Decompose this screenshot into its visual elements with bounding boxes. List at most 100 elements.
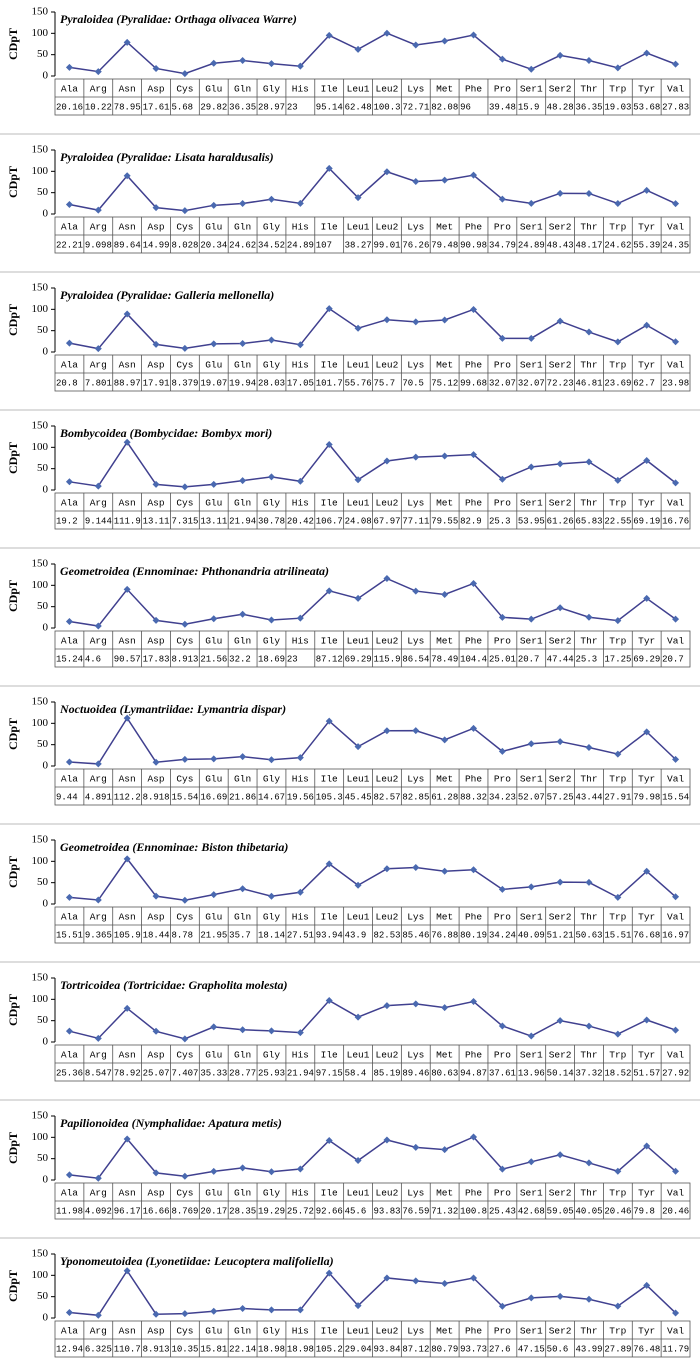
category-label: Asn	[119, 636, 136, 647]
data-point	[267, 616, 275, 624]
table-value: 43.9	[345, 930, 367, 940]
category-label: Ser1	[520, 1188, 543, 1199]
category-label: Leu1	[347, 1050, 370, 1061]
table-value: 8.769	[171, 1206, 198, 1216]
data-point	[210, 615, 218, 623]
category-label: Thr	[580, 636, 597, 647]
table-value: 75.12	[431, 378, 458, 388]
table-value: 85.46	[402, 930, 429, 940]
category-label: Asn	[119, 222, 136, 233]
data-point	[585, 743, 593, 751]
data-point	[441, 176, 449, 184]
y-tick-label: 150	[32, 972, 49, 984]
table-value: 34.79	[489, 240, 516, 250]
data-point	[441, 591, 449, 599]
data-line	[69, 999, 676, 1040]
table-value: 9.44	[56, 792, 78, 802]
category-label: Phe	[465, 84, 482, 95]
data-point	[383, 29, 391, 37]
category-label: Ile	[321, 1188, 338, 1199]
table-value: 55.76	[345, 378, 372, 388]
category-label: Glu	[205, 222, 222, 233]
table-value: 25.72	[287, 1206, 314, 1216]
table-value: 29.82	[200, 102, 227, 112]
category-label: Gln	[234, 1050, 251, 1061]
data-point	[527, 1294, 535, 1302]
table-value: 78.92	[114, 1068, 141, 1078]
table-value: 82.53	[374, 930, 401, 940]
table-value: 105.9	[114, 930, 141, 940]
table-value: 13.96	[518, 1068, 545, 1078]
category-label: Phe	[465, 1188, 482, 1199]
data-point	[296, 1165, 304, 1173]
data-point	[441, 452, 449, 460]
y-tick-label: 50	[37, 324, 49, 336]
table-value: 99.68	[460, 378, 487, 388]
data-point	[267, 1306, 275, 1314]
category-label: Lys	[407, 222, 424, 233]
data-point	[412, 318, 420, 326]
category-label: Gly	[263, 498, 280, 509]
data-point	[181, 70, 189, 78]
data-point	[383, 316, 391, 324]
table-value: 82.85	[402, 792, 429, 802]
data-point	[210, 1167, 218, 1175]
category-label: Asp	[147, 912, 164, 923]
category-label: Leu2	[376, 1188, 399, 1199]
data-point	[94, 1174, 102, 1182]
data-point	[383, 727, 391, 735]
category-label: Asp	[147, 360, 164, 371]
data-point	[470, 171, 478, 179]
data-point	[556, 51, 564, 59]
data-point	[556, 460, 564, 468]
y-tick-label: 50	[37, 1014, 49, 1026]
category-label: Ile	[321, 1050, 338, 1061]
table-value: 21.86	[229, 792, 256, 802]
data-point	[152, 1027, 160, 1035]
chart-title: Tortricoidea (Tortricidae: Grapholita mo…	[60, 978, 287, 992]
data-point	[296, 1306, 304, 1314]
category-label: Asp	[147, 1188, 164, 1199]
data-line	[69, 307, 676, 350]
data-point	[65, 478, 73, 486]
data-point	[614, 199, 622, 207]
category-label: Tyr	[638, 1326, 655, 1337]
data-point	[296, 341, 304, 349]
y-tick-label: 150	[32, 282, 49, 294]
category-label: Ser2	[549, 1050, 572, 1061]
category-label: Glu	[205, 1326, 222, 1337]
table-value: 13.11	[200, 516, 227, 526]
category-label: Cys	[176, 1326, 193, 1337]
table-value: 28.35	[229, 1206, 256, 1216]
category-label: Arg	[90, 498, 107, 509]
data-point	[614, 338, 622, 346]
category-label: Met	[436, 774, 453, 785]
category-label: Val	[667, 1050, 684, 1061]
table-value: 80.19	[460, 930, 487, 940]
category-label: Val	[667, 636, 684, 647]
category-label: Val	[667, 84, 684, 95]
table-value: 25.36	[56, 1068, 83, 1078]
table-value: 15.54	[662, 792, 689, 802]
category-label: Gly	[263, 84, 280, 95]
data-point	[325, 1136, 333, 1144]
table-value: 89.64	[114, 240, 141, 250]
category-label: Tyr	[638, 636, 655, 647]
table-value: 32.2	[229, 654, 251, 664]
category-label: Gly	[263, 1050, 280, 1061]
table-value: 80.63	[431, 1068, 458, 1078]
table-value: 16.76	[662, 516, 689, 526]
category-label: Ala	[61, 1050, 78, 1061]
table-value: 18.69	[258, 654, 285, 664]
data-point	[65, 339, 73, 347]
data-point	[470, 579, 478, 587]
y-tick-label: 100	[32, 27, 49, 39]
table-value: 69.29	[633, 654, 660, 664]
data-point	[354, 45, 362, 53]
y-tick-label: 50	[37, 1290, 49, 1302]
category-label: Thr	[580, 222, 597, 233]
chart-panel: 0 50 100 150 CDpT Ala 22.21 Arg 9.098 Asn 89.64 Asp…	[0, 133, 700, 254]
category-label: Leu1	[347, 360, 370, 371]
table-value: 82.08	[431, 102, 458, 112]
category-label: Trp	[609, 360, 626, 371]
